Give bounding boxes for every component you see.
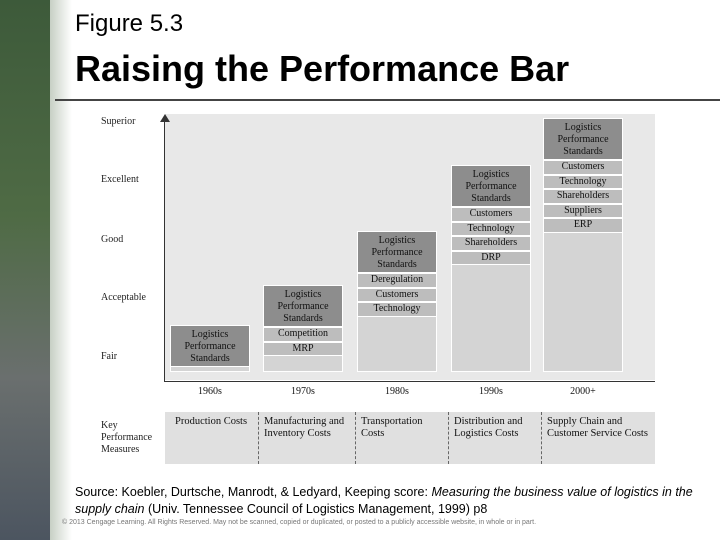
measures-label: Key Performance Measures <box>101 420 153 455</box>
decade-label: 1990s <box>479 386 503 397</box>
decade-label: 1960s <box>198 386 222 397</box>
column-item: Shareholders <box>543 189 623 204</box>
decade-label: 1970s <box>291 386 315 397</box>
y-level-label: Superior <box>101 116 136 127</box>
decade-label: 1980s <box>385 386 409 397</box>
column-header: Logistics Performance Standards <box>357 231 437 273</box>
source-note: Source: Koebler, Durtsche, Manrodt, & Le… <box>75 484 695 518</box>
column-item: Shareholders <box>451 236 531 251</box>
measure: Manufacturing and Inventory Costs <box>258 412 355 464</box>
column-item: Technology <box>451 221 531 237</box>
column-item: Customers <box>543 160 623 175</box>
source-suffix: (Univ. Tennessee Council of Logistics Ma… <box>144 502 488 516</box>
x-axis <box>164 381 655 382</box>
measure: Supply Chain and Customer Service Costs <box>541 412 655 464</box>
measure: Production Costs <box>175 416 248 427</box>
column-item: Deregulation <box>357 273 437 288</box>
measure: Transportation Costs <box>355 412 448 464</box>
measures-band <box>165 412 655 464</box>
column-item: Competition <box>263 327 343 342</box>
side-photo <box>0 0 50 540</box>
decade-label: 2000+ <box>570 386 596 397</box>
column-item: Technology <box>543 174 623 190</box>
column-item: Customers <box>357 287 437 303</box>
source-prefix: Source: Koebler, Durtsche, Manrodt, & Le… <box>75 485 432 499</box>
slide-title: Raising the Performance Bar <box>75 48 570 89</box>
column-header: Logistics Performance Standards <box>170 325 250 367</box>
column-item: DRP <box>451 250 531 266</box>
title-rule <box>55 99 720 101</box>
y-level-label: Fair <box>101 351 118 362</box>
column-item: Suppliers <box>543 203 623 219</box>
figure-label: Figure 5.3 <box>75 10 184 37</box>
y-level-label: Good <box>101 234 124 245</box>
side-fade <box>50 0 72 540</box>
y-level-label: Acceptable <box>101 292 146 303</box>
y-level-label: Excellent <box>101 174 139 185</box>
column-item: ERP <box>543 218 623 233</box>
axis-arrow <box>160 114 170 122</box>
column-item: Technology <box>357 302 437 317</box>
copyright: © 2013 Cengage Learning. All Rights Rese… <box>62 519 537 526</box>
column-item: MRP <box>263 341 343 357</box>
measure: Distribution and Logistics Costs <box>448 412 541 464</box>
column-header: Logistics Performance Standards <box>543 118 623 160</box>
column-header: Logistics Performance Standards <box>263 285 343 327</box>
column-item: Customers <box>451 207 531 222</box>
column-header: Logistics Performance Standards <box>451 165 531 207</box>
diagram: Key Performance Measures Superior Excelle… <box>95 108 655 464</box>
source-title: Measuring the business value of logistic… <box>75 485 693 516</box>
y-axis <box>164 120 165 382</box>
